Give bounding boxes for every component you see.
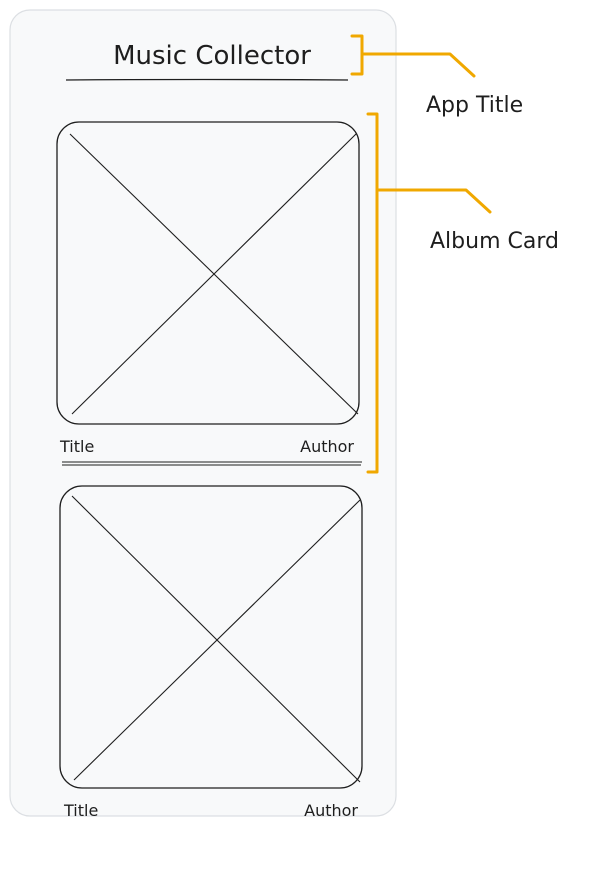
title-underline	[65, 78, 349, 81]
album-title: Title	[63, 801, 98, 820]
app-title: Music Collector	[113, 41, 311, 71]
card-divider	[62, 461, 362, 466]
album-image-placeholder	[56, 121, 360, 425]
album-card-bracket	[366, 112, 492, 474]
album-image-placeholder	[59, 485, 363, 789]
album-card[interactable]: Title Author	[56, 121, 362, 466]
placeholder-cross	[69, 133, 359, 415]
app-title-label: App Title	[426, 93, 523, 118]
album-card[interactable]: Title Author	[59, 485, 363, 820]
app-title-bracket	[350, 34, 476, 78]
album-author: Author	[304, 801, 358, 820]
placeholder-cross	[71, 495, 361, 783]
album-card-annotation: Album Card	[366, 112, 559, 474]
phone-frame	[9, 9, 397, 817]
album-card-label: Album Card	[430, 229, 559, 254]
album-author: Author	[300, 437, 354, 456]
app-title-annotation: App Title	[350, 34, 523, 118]
album-title: Title	[59, 437, 94, 456]
